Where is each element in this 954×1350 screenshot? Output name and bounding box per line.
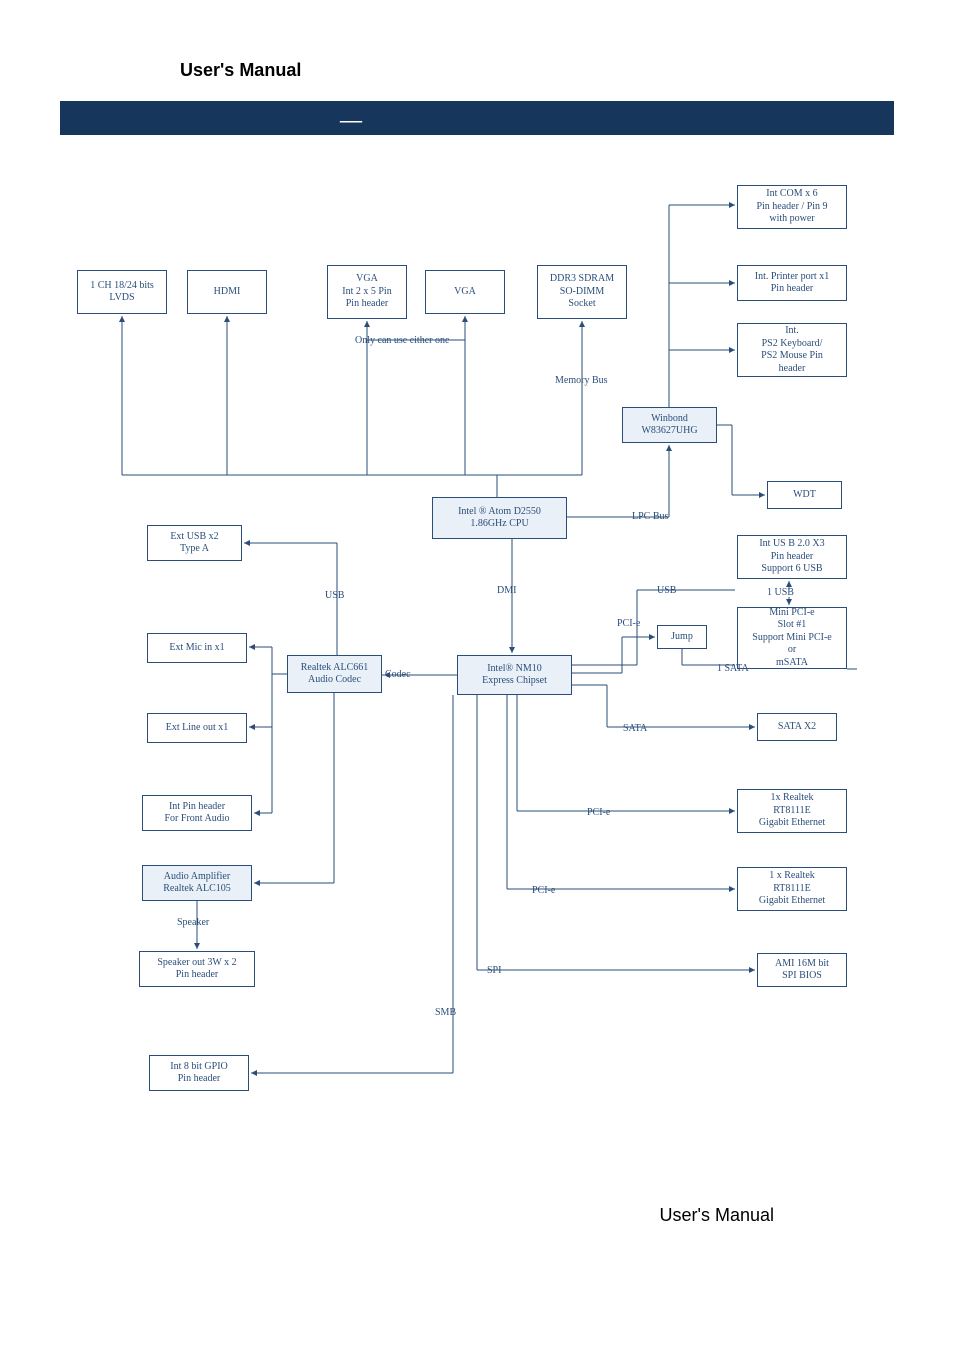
page-title: User's Manual: [180, 60, 894, 81]
node-winbond: WinbondW83627UHG: [622, 407, 717, 443]
label-sata: SATA: [623, 723, 647, 734]
label-lpc-bus: LPC Bus: [632, 511, 668, 522]
label-pcie-1: PCI-e: [617, 618, 640, 629]
node-front-audio: Int Pin headerFor Front Audio: [142, 795, 252, 831]
label-pcie-2: PCI-e: [587, 807, 610, 818]
node-ddr3: DDR3 SDRAMSO-DIMMSocket: [537, 265, 627, 319]
node-printer: Int. Printer port x1Pin header: [737, 265, 847, 301]
label-smb: SMB: [435, 1007, 456, 1018]
node-gpio: Int 8 bit GPIOPin header: [149, 1055, 249, 1091]
label-spi: SPI: [487, 965, 501, 976]
section-banner: —: [60, 101, 894, 135]
node-cpu: Intel ® Atom D25501.86GHz CPU: [432, 497, 567, 539]
label-either-one: Only can use either one: [355, 335, 449, 346]
label-usb-left: USB: [325, 590, 344, 601]
node-vga: VGA: [425, 270, 505, 314]
label-codec: Codec: [385, 669, 411, 680]
node-int-usb: Int US B 2.0 X3Pin headerSupport 6 USB: [737, 535, 847, 579]
label-1usb: 1 USB: [767, 587, 794, 598]
page-footer: User's Manual: [60, 1205, 894, 1226]
node-bios: AMI 16M bitSPI BIOS: [757, 953, 847, 987]
node-rtl1: 1x RealtekRT8111EGigabit Ethernet: [737, 789, 847, 833]
node-ps2: Int.PS2 Keyboard/PS2 Mouse Pinheader: [737, 323, 847, 377]
node-wdt: WDT: [767, 481, 842, 509]
label-usb-right: USB: [657, 585, 676, 596]
banner-dash: —: [340, 107, 362, 133]
node-alc661: Realtek ALC661Audio Codec: [287, 655, 382, 693]
node-amp: Audio AmplifierRealtek ALC105: [142, 865, 252, 901]
node-mini-pcie: Mini PCI-eSlot #1Support Mini PCI-eormSA…: [737, 607, 847, 669]
node-nm10: Intel® NM10Express Chipset: [457, 655, 572, 695]
block-diagram: 1 CH 18/24 bitsLVDS HDMI VGAInt 2 x 5 Pi…: [77, 175, 877, 1175]
node-sata2: SATA X2: [757, 713, 837, 741]
label-speaker: Speaker: [177, 917, 209, 928]
node-jump: Jump: [657, 625, 707, 649]
node-mic-in: Ext Mic in x1: [147, 633, 247, 663]
label-memory-bus: Memory Bus: [555, 375, 608, 386]
node-lvds: 1 CH 18/24 bitsLVDS: [77, 270, 167, 314]
node-spk-out: Speaker out 3W x 2Pin header: [139, 951, 255, 987]
node-hdmi: HDMI: [187, 270, 267, 314]
node-line-out: Ext Line out x1: [147, 713, 247, 743]
label-pcie-3: PCI-e: [532, 885, 555, 896]
node-rtl2: 1 x RealtekRT8111EGigabit Ethernet: [737, 867, 847, 911]
node-com6: Int COM x 6Pin header / Pin 9with power: [737, 185, 847, 229]
label-1sata: 1 SATA: [717, 663, 749, 674]
label-dmi: DMI: [497, 585, 516, 596]
node-ext-usb: Ext USB x2Type A: [147, 525, 242, 561]
node-vga-hdr: VGAInt 2 x 5 PinPin header: [327, 265, 407, 319]
